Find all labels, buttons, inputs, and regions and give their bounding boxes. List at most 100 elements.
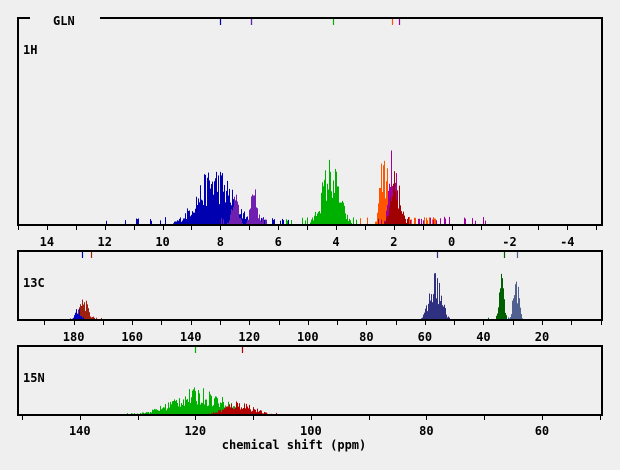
histogram-bar bbox=[151, 412, 152, 415]
histogram-bar bbox=[167, 408, 168, 415]
histogram-bar bbox=[418, 218, 419, 225]
histogram-bar bbox=[272, 218, 273, 225]
histogram-bar bbox=[514, 295, 515, 320]
histogram-bar bbox=[409, 216, 410, 225]
histogram-bar bbox=[485, 220, 486, 225]
tick-label: 40 bbox=[476, 330, 490, 344]
histogram-bar bbox=[89, 312, 90, 320]
histogram-bar bbox=[241, 219, 242, 225]
histogram-bar bbox=[337, 186, 338, 225]
histogram-bar bbox=[302, 217, 303, 225]
tick-label: 160 bbox=[121, 330, 143, 344]
histogram-bar bbox=[205, 399, 206, 415]
histogram-bar bbox=[387, 204, 388, 225]
histogram-bar bbox=[92, 316, 93, 320]
histogram-bar bbox=[396, 173, 397, 225]
histogram-bar bbox=[401, 211, 402, 225]
histogram-bar bbox=[426, 217, 427, 225]
histogram-bar bbox=[405, 218, 406, 225]
histogram-bar bbox=[82, 299, 83, 320]
histogram-bar bbox=[156, 409, 157, 415]
histogram-bar bbox=[258, 218, 259, 225]
histogram-bar bbox=[249, 404, 250, 415]
histogram-bar bbox=[259, 410, 260, 415]
histogram-bar bbox=[427, 311, 428, 320]
histogram-bar bbox=[435, 273, 436, 320]
histogram-bar bbox=[317, 213, 318, 225]
histogram-bar bbox=[183, 399, 184, 415]
histogram-bar bbox=[254, 409, 255, 415]
x-axis-label: chemical shift (ppm) bbox=[222, 438, 367, 452]
histogram-bar bbox=[148, 411, 149, 415]
histogram-bar bbox=[196, 196, 197, 225]
histogram-bar bbox=[206, 399, 207, 415]
histogram-bar bbox=[160, 220, 161, 225]
histogram-bar bbox=[165, 217, 166, 225]
histogram-bar bbox=[210, 188, 211, 225]
histogram-bar bbox=[402, 213, 403, 225]
histogram-bar bbox=[208, 405, 209, 415]
histogram-bar bbox=[204, 174, 205, 225]
histogram-bar bbox=[96, 317, 97, 320]
histogram-bar bbox=[160, 405, 161, 415]
histogram-bar bbox=[171, 404, 172, 415]
histogram-bar bbox=[184, 218, 185, 225]
nucleus-label: 15N bbox=[23, 371, 45, 385]
histogram-bar bbox=[173, 400, 174, 415]
histogram-bar bbox=[519, 298, 520, 320]
histogram-bar bbox=[154, 408, 155, 415]
tick-label: 8 bbox=[217, 235, 224, 249]
histogram-bar bbox=[220, 402, 221, 415]
histogram-bar bbox=[155, 409, 156, 415]
histogram-bar bbox=[266, 412, 267, 415]
histogram-bar bbox=[235, 407, 236, 415]
histogram-bar bbox=[286, 219, 287, 225]
histogram-bar bbox=[150, 411, 151, 415]
histogram-bar bbox=[520, 307, 521, 320]
histogram-bar bbox=[326, 200, 327, 225]
histogram-bar bbox=[147, 412, 148, 415]
histogram-bar bbox=[194, 387, 195, 415]
histogram-bar bbox=[184, 405, 185, 415]
histogram-bar bbox=[419, 219, 420, 225]
histogram-bar bbox=[251, 411, 252, 415]
histogram-bar bbox=[448, 316, 449, 320]
histogram-bar bbox=[247, 406, 248, 415]
histogram-bar bbox=[384, 160, 385, 225]
histogram-bar bbox=[356, 219, 357, 225]
histogram-bar bbox=[510, 317, 511, 320]
histogram-bar bbox=[78, 314, 79, 320]
histogram-bar bbox=[399, 185, 400, 225]
tick-label: 100 bbox=[297, 330, 319, 344]
histogram-bar bbox=[87, 304, 88, 320]
histogram-bar bbox=[217, 191, 218, 225]
histogram-bar bbox=[226, 190, 227, 225]
histogram-bar bbox=[242, 218, 243, 225]
histogram-bar bbox=[201, 402, 202, 415]
histogram-bar bbox=[328, 189, 329, 225]
histogram-bar bbox=[424, 312, 425, 320]
histogram-bar bbox=[443, 306, 444, 320]
histogram-bar bbox=[512, 300, 513, 320]
histogram-bar bbox=[79, 309, 80, 320]
histogram-bar bbox=[465, 218, 466, 225]
histogram-bar bbox=[429, 217, 430, 225]
histogram-bar bbox=[157, 409, 158, 415]
histogram-bar bbox=[212, 181, 213, 225]
histogram-bar bbox=[378, 218, 379, 225]
histogram-bar bbox=[312, 217, 313, 225]
histogram-bar bbox=[253, 195, 254, 225]
histogram-bar bbox=[386, 210, 387, 225]
histogram-bar bbox=[488, 317, 489, 320]
histogram-bar bbox=[219, 410, 220, 415]
histogram-bar bbox=[243, 213, 244, 225]
histogram-bar bbox=[238, 204, 239, 225]
histogram-bar bbox=[256, 412, 257, 415]
histogram-bar bbox=[425, 308, 426, 320]
histogram-bar bbox=[273, 219, 274, 225]
histogram-bar bbox=[242, 408, 243, 415]
histogram-bar bbox=[202, 200, 203, 225]
histogram-bar bbox=[207, 406, 208, 415]
histogram-bar bbox=[324, 179, 325, 225]
histogram-bar bbox=[322, 182, 323, 225]
